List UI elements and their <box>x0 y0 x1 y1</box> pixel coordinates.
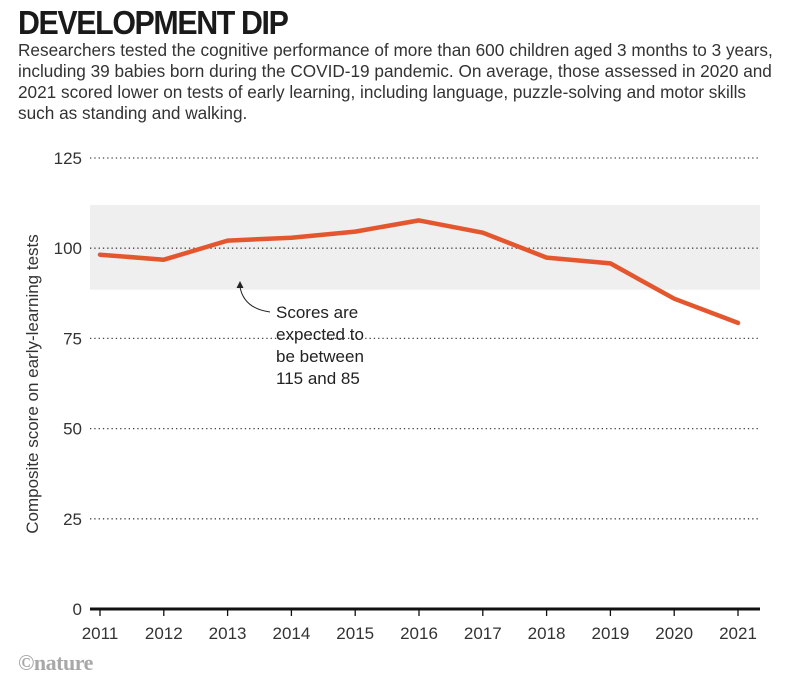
annotation-text-line: be between <box>276 347 364 366</box>
x-tick-labels: 2011 2012 2013 2014 2015 2016 2017 2018 2019 2020… <box>82 609 757 643</box>
y-axis-label: Composite score on early-learning tests <box>23 234 42 534</box>
nature-logo: ©nature <box>18 650 93 675</box>
y-tick-label: 75 <box>63 329 82 348</box>
annotation: Scores are expected to be between 115 and 8… <box>236 281 364 388</box>
x-tick-label: 2015 <box>336 624 374 643</box>
y-tick-label: 0 <box>73 600 82 619</box>
y-tick-label: 50 <box>63 420 82 439</box>
x-tick-label: 2012 <box>145 624 183 643</box>
x-tick-label: 2020 <box>655 624 693 643</box>
x-tick-label: 2021 <box>719 624 757 643</box>
x-tick-label: 2016 <box>400 624 438 643</box>
y-tick-label: 125 <box>54 149 82 168</box>
annotation-text-line: 115 and 85 <box>276 369 360 388</box>
expected-range-band <box>90 204 760 290</box>
annotation-text-line: expected to <box>276 325 364 344</box>
x-tick-label: 2011 <box>82 624 119 643</box>
x-tick-label: 2019 <box>591 624 629 643</box>
annotation-arrow <box>239 286 271 313</box>
x-tick-label: 2013 <box>209 624 247 643</box>
y-tick-label: 25 <box>63 510 82 529</box>
x-tick-label: 2018 <box>528 624 566 643</box>
x-tick-label: 2014 <box>272 624 310 643</box>
series-line <box>97 218 741 326</box>
y-tick-label: 100 <box>54 239 82 258</box>
x-tick-label: 2017 <box>464 624 502 643</box>
y-tick-labels: 0 25 50 75 100 125 <box>54 149 82 619</box>
annotation-text-line: Scores are <box>276 303 358 322</box>
chart-subtitle: Researchers tested the cognitive perform… <box>18 40 773 123</box>
chart-title: DEVELOPMENT DIP <box>18 4 289 41</box>
annotation-arrowhead <box>236 281 244 288</box>
